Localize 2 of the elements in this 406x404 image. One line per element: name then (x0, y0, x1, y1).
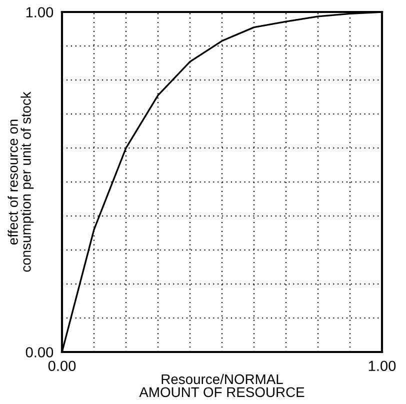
y-axis-title: effect of resource on consumption per unit of stock (8, 92, 34, 272)
x-axis-title: Resource/NORMAL AMOUNT OF RESOURCE (139, 374, 304, 398)
